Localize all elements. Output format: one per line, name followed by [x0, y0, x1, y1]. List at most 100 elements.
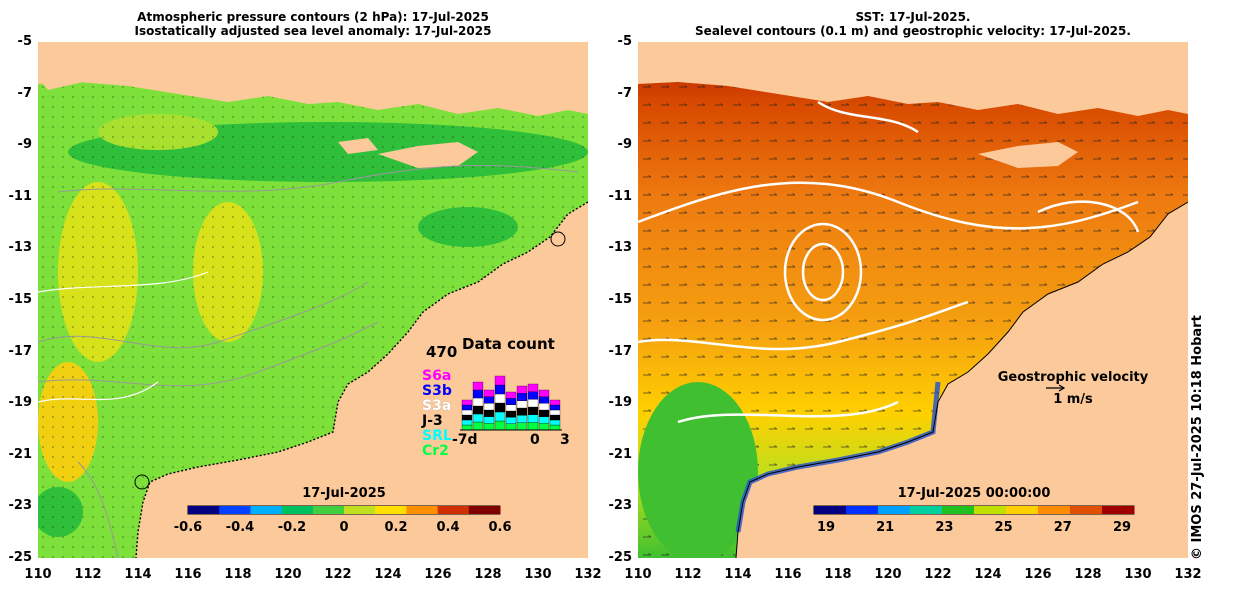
pressure-contour [38, 381, 159, 403]
left-colorbar-title: 17-Jul-2025 [302, 486, 386, 501]
x-tick-label: 128 [1074, 567, 1102, 582]
x-tick-label: 124 [374, 567, 402, 582]
colorbar-cell [814, 506, 847, 514]
colorbar-cell [250, 506, 283, 514]
mission-label: SRL [422, 428, 452, 444]
x-tick-label: 130 [524, 567, 552, 582]
data-count-bar [494, 393, 506, 404]
data-count-bar [538, 403, 550, 411]
x-tick-label: 110 [24, 567, 52, 582]
data-count-bar [505, 391, 517, 399]
data-count-bar [505, 423, 517, 431]
left-panel-title: Atmospheric pressure contours (2 hPa): 1… [38, 10, 588, 38]
y-tick-label: -15 [8, 292, 33, 307]
mission-label: S3a [422, 398, 452, 414]
velocity-scale-label: 1 m/s [1053, 392, 1093, 407]
data-count-bar [461, 404, 473, 411]
data-count-bar [516, 422, 528, 431]
copyright-text: © IMOS 27-Jul-2025 10:18 Hobart [1190, 315, 1205, 560]
data-count-bar [538, 409, 550, 417]
x-tick-label: 122 [924, 567, 952, 582]
data-count-bar [527, 414, 539, 423]
right-title-line2: Sealevel contours (0.1 m) and geostrophi… [695, 24, 1131, 38]
colorbar-tick-label: 0 [339, 520, 349, 535]
data-count-label-zero: 0 [530, 432, 540, 448]
x-tick-label: 110 [624, 567, 652, 582]
data-count-bar [461, 414, 473, 421]
timor-land [378, 142, 478, 168]
island-land [338, 138, 378, 154]
x-tick-label: 118 [824, 567, 852, 582]
data-count-bar [472, 389, 484, 399]
y-tick-label: -15 [608, 292, 633, 307]
colorbar-cell [468, 506, 501, 514]
data-count-bar [516, 400, 528, 409]
y-tick-label: -25 [8, 550, 33, 565]
velocity-scale-arrowhead [1058, 384, 1066, 392]
data-count-bar [527, 406, 539, 415]
left-colorbar [188, 506, 501, 514]
y-tick-label: -17 [8, 343, 33, 359]
y-tick-label: -25 [608, 550, 633, 565]
x-tick-label: 120 [274, 567, 302, 582]
data-count-bar [483, 389, 495, 397]
data-count-bar [483, 409, 495, 417]
x-tick-label: 130 [1124, 567, 1152, 582]
right-colorbar-title: 17-Jul-2025 00:00:00 [897, 486, 1051, 501]
y-tick-label: -19 [8, 395, 33, 411]
data-count-bar [549, 414, 561, 421]
colorbar-cell [1006, 506, 1039, 514]
colorbar-tick-label: 0.4 [436, 520, 460, 535]
data-count-bar [472, 413, 484, 423]
data-count-bar [472, 405, 484, 415]
sealevel-contour [638, 300, 969, 351]
colorbar-tick-label: 25 [994, 520, 1013, 535]
island-land [38, 72, 83, 90]
timor-land [978, 142, 1078, 168]
x-tick-label: 126 [1024, 567, 1052, 582]
coastline [135, 201, 588, 558]
colorbar-cell [1038, 506, 1071, 514]
data-count-bar [516, 407, 528, 416]
data-count-bar [494, 411, 506, 422]
geostrophic-velocity-label: Geostrophic velocity [997, 370, 1149, 385]
colorbar-tick-label: 0.2 [384, 520, 408, 535]
x-tick-label: 114 [724, 567, 752, 582]
y-tick-label: -7 [617, 85, 632, 101]
tide-gauge-marker [134, 474, 150, 490]
y-tick-label: -17 [608, 343, 633, 359]
colorbar-cell [878, 506, 911, 514]
y-tick-label: -9 [617, 137, 632, 153]
data-count-label-start: -7d [452, 432, 478, 448]
data-count-bar [516, 415, 528, 423]
colorbar-cell [375, 506, 407, 514]
y-tick-label: -5 [17, 34, 32, 49]
data-count-bar [549, 399, 561, 406]
data-count-bar [483, 423, 495, 431]
y-tick-label: -7 [17, 85, 32, 101]
x-tick-label: 124 [974, 567, 1002, 582]
sealevel-contour [638, 181, 1139, 230]
right-title-line1: SST: 17-Jul-2025. [855, 10, 971, 24]
data-count-bar [549, 409, 561, 416]
colorbar-tick-label: 29 [1112, 520, 1132, 535]
x-tick-label: 114 [124, 567, 152, 582]
tide-gauge-marker [550, 231, 566, 247]
bathymetry-contour [77, 461, 119, 558]
colorbar-tick-label: 0.6 [488, 520, 512, 535]
x-tick-label: 132 [574, 567, 602, 582]
data-count-bar [505, 398, 517, 405]
colorbar-cell [344, 506, 376, 514]
sst-map: 17-Jul-2025 00:00:00 19 21 23 25 27 29 Geostr… [638, 42, 1188, 558]
y-tick-label: -21 [608, 446, 633, 462]
data-count-max: 470 [426, 343, 458, 361]
colorbar-cell [1102, 506, 1135, 514]
data-count-bar [549, 419, 561, 426]
colorbar-tick-label: -0.4 [225, 520, 255, 535]
data-count-bar [472, 397, 484, 407]
y-tick-label: -9 [17, 137, 32, 153]
colorbar-cell [942, 506, 975, 514]
sea-level-anomaly-map: 17-Jul-2025 -0.6 -0.4 -0.2 0 0.2 0.4 0.6 Data … [38, 42, 588, 558]
colorbar-tick-label: 19 [816, 520, 836, 535]
data-count-bar [538, 423, 550, 431]
